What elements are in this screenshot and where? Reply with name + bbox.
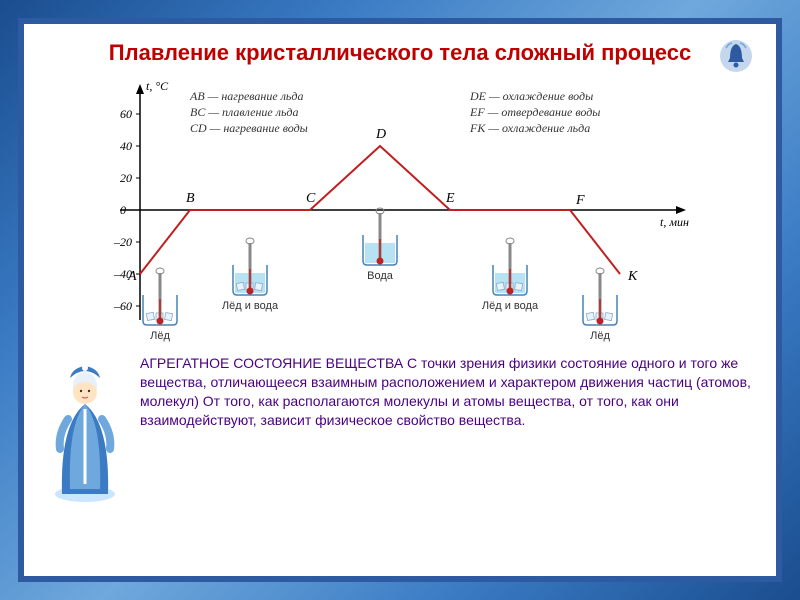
chart-svg: t, °Ct, мин –60–40–200204060 ABCDEFK AB … <box>60 70 740 350</box>
svg-text:EF — отвердевание воды: EF — отвердевание воды <box>469 105 600 119</box>
svg-text:K: K <box>627 269 638 284</box>
svg-text:0: 0 <box>120 203 126 217</box>
svg-text:20: 20 <box>120 171 132 185</box>
phase-chart: t, °Ct, мин –60–40–200204060 ABCDEFK AB … <box>60 70 740 350</box>
svg-text:Лёд: Лёд <box>590 330 610 342</box>
body-row: АГРЕГАТНОЕ СОСТОЯНИЕ ВЕЩЕСТВА С точки зр… <box>40 354 760 504</box>
snowmaiden-illustration <box>40 354 130 504</box>
svg-text:t, °C: t, °C <box>146 79 169 93</box>
paragraph-text: АГРЕГАТНОЕ СОСТОЯНИЕ ВЕЩЕСТВА С точки зр… <box>140 354 760 430</box>
svg-text:F: F <box>575 193 585 208</box>
svg-text:60: 60 <box>120 107 132 121</box>
svg-text:–20: –20 <box>113 235 132 249</box>
svg-text:D: D <box>375 127 386 142</box>
svg-text:E: E <box>445 191 455 206</box>
svg-text:t, мин: t, мин <box>660 215 689 229</box>
svg-text:CD — нагревание воды: CD — нагревание воды <box>190 121 308 135</box>
svg-text:A: A <box>127 269 137 284</box>
slide-content: Плавление кристаллического тела сложный … <box>40 40 760 560</box>
svg-text:AB — нагревание льда: AB — нагревание льда <box>189 89 303 103</box>
svg-text:–60: –60 <box>113 299 132 313</box>
svg-text:B: B <box>186 191 195 206</box>
svg-text:DE — охлаждение воды: DE — охлаждение воды <box>469 89 593 103</box>
svg-text:Лёд и вода: Лёд и вода <box>222 300 279 312</box>
svg-text:FK — охлаждение льда: FK — охлаждение льда <box>469 121 590 135</box>
svg-text:C: C <box>306 191 316 206</box>
svg-text:Лёд: Лёд <box>150 330 170 342</box>
svg-text:BC — плавление льда: BC — плавление льда <box>190 105 299 119</box>
svg-text:Лёд и вода: Лёд и вода <box>482 300 539 312</box>
svg-text:Вода: Вода <box>367 270 394 282</box>
slide-title: Плавление кристаллического тела сложный … <box>40 40 760 66</box>
svg-text:40: 40 <box>120 139 132 153</box>
